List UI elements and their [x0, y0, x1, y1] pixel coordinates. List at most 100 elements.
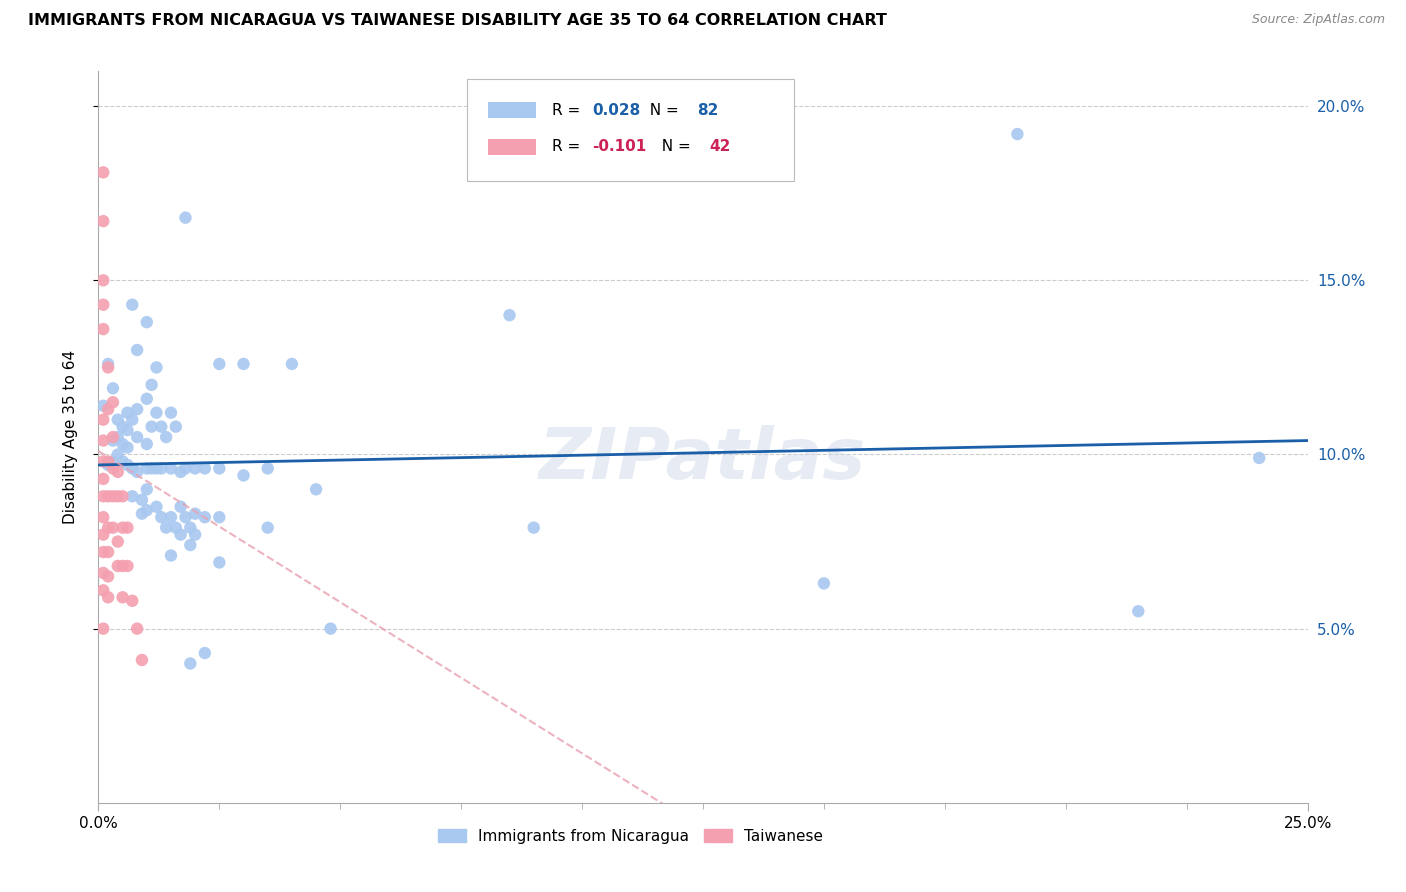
Point: [1249, 450, 1271, 465]
Text: -0.101: -0.101: [592, 139, 645, 154]
Point: [117, 441, 139, 455]
Point: [97, 521, 120, 535]
Text: 0.028: 0.028: [592, 103, 640, 118]
Point: [145, 360, 167, 375]
Point: [97, 454, 120, 468]
Point: [91, 298, 114, 312]
Point: [184, 527, 207, 541]
Point: [160, 549, 183, 563]
Point: [97, 458, 120, 472]
Point: [174, 461, 197, 475]
Bar: [488, 138, 536, 154]
Point: [131, 507, 153, 521]
Text: 82: 82: [697, 103, 718, 118]
Point: [1007, 127, 1029, 141]
Point: [91, 214, 114, 228]
Point: [91, 583, 114, 598]
Point: [135, 315, 157, 329]
Point: [117, 458, 139, 472]
Point: [165, 419, 187, 434]
Point: [150, 510, 173, 524]
Text: ZIPatlas: ZIPatlas: [540, 425, 866, 493]
Point: [184, 507, 207, 521]
Point: [117, 423, 139, 437]
Point: [91, 527, 114, 541]
Point: [97, 545, 120, 559]
Point: [127, 430, 149, 444]
Point: [121, 594, 143, 608]
Point: [179, 521, 201, 535]
Point: [97, 402, 120, 417]
Point: [91, 322, 114, 336]
Point: [141, 377, 163, 392]
Point: [150, 419, 173, 434]
Point: [184, 461, 207, 475]
Point: [160, 406, 183, 420]
Point: [131, 492, 153, 507]
Point: [107, 534, 129, 549]
Point: [101, 430, 124, 444]
Text: Source: ZipAtlas.com: Source: ZipAtlas.com: [1251, 13, 1385, 27]
Point: [97, 360, 120, 375]
Text: R =: R =: [551, 139, 585, 154]
Point: [107, 558, 129, 573]
Point: [91, 412, 114, 426]
Point: [111, 558, 134, 573]
Point: [101, 461, 124, 475]
Point: [165, 521, 187, 535]
Point: [127, 343, 149, 357]
Point: [91, 510, 114, 524]
Point: [169, 500, 191, 514]
Legend: Immigrants from Nicaragua, Taiwanese: Immigrants from Nicaragua, Taiwanese: [432, 822, 830, 850]
Point: [111, 521, 134, 535]
Point: [91, 165, 114, 179]
Point: [91, 545, 114, 559]
Point: [91, 489, 114, 503]
Point: [117, 521, 139, 535]
Point: [256, 521, 278, 535]
Point: [194, 646, 217, 660]
Point: [194, 510, 217, 524]
Point: [101, 434, 124, 448]
Point: [281, 357, 304, 371]
Point: [101, 381, 124, 395]
Point: [169, 527, 191, 541]
Point: [194, 461, 217, 475]
Point: [101, 521, 124, 535]
Point: [135, 392, 157, 406]
Point: [101, 395, 124, 409]
Point: [208, 556, 231, 570]
Point: [150, 461, 173, 475]
Point: [141, 461, 163, 475]
Point: [117, 406, 139, 420]
Point: [179, 538, 201, 552]
Point: [160, 510, 183, 524]
Bar: [488, 102, 536, 118]
Point: [1128, 604, 1150, 618]
Point: [97, 489, 120, 503]
Text: IMMIGRANTS FROM NICARAGUA VS TAIWANESE DISABILITY AGE 35 TO 64 CORRELATION CHART: IMMIGRANTS FROM NICARAGUA VS TAIWANESE D…: [28, 13, 887, 29]
Point: [135, 461, 157, 475]
Point: [107, 489, 129, 503]
Point: [174, 211, 197, 225]
Point: [91, 566, 114, 580]
Point: [127, 465, 149, 479]
Point: [101, 454, 124, 468]
Point: [121, 298, 143, 312]
Point: [111, 419, 134, 434]
Point: [91, 472, 114, 486]
Point: [145, 500, 167, 514]
Point: [135, 483, 157, 497]
Point: [121, 489, 143, 503]
Text: 42: 42: [709, 139, 731, 154]
Y-axis label: Disability Age 35 to 64: Disability Age 35 to 64: [63, 350, 77, 524]
Point: [141, 419, 163, 434]
Point: [232, 468, 254, 483]
Point: [155, 521, 177, 535]
Point: [169, 465, 191, 479]
Point: [107, 448, 129, 462]
Point: [208, 357, 231, 371]
Point: [135, 503, 157, 517]
Text: N =: N =: [640, 103, 683, 118]
Point: [111, 489, 134, 503]
